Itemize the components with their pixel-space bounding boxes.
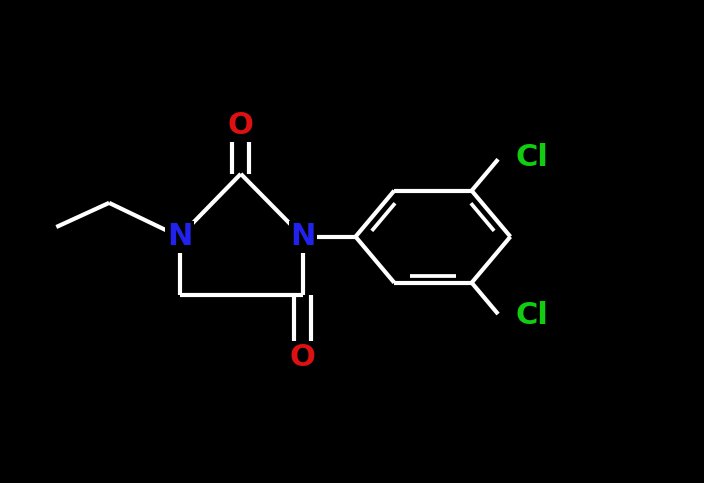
- Text: O: O: [290, 343, 315, 372]
- Text: Cl: Cl: [516, 301, 548, 330]
- Text: N: N: [290, 222, 315, 251]
- Text: N: N: [167, 222, 192, 251]
- Text: O: O: [228, 111, 253, 140]
- Text: Cl: Cl: [516, 143, 548, 172]
